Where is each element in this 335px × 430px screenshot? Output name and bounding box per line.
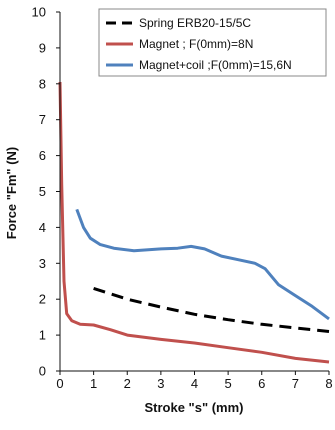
x-tick-label: 8 — [325, 376, 332, 391]
legend-label-1: Spring ERB20-15/5C — [139, 16, 251, 30]
series-layer — [58, 81, 330, 364]
x-tick-label: 7 — [292, 376, 299, 391]
x-tick-label: 5 — [225, 376, 232, 391]
y-tick-label: 1 — [39, 328, 46, 343]
y-tick-label: 10 — [32, 5, 46, 20]
y-tick-label: 2 — [39, 292, 46, 307]
y-tick-label: 0 — [39, 364, 46, 379]
series-line-2 — [58, 81, 330, 364]
series-line-1 — [93, 286, 330, 333]
y-tick-label: 4 — [39, 220, 46, 235]
legend: Spring ERB20-15/5C Magnet ; F(0mm)=8N Magn… — [98, 8, 327, 77]
x-tick-label: 1 — [90, 376, 97, 391]
legend-box — [98, 8, 327, 77]
y-tick-label: 5 — [39, 184, 46, 199]
x-tick-label: 3 — [157, 376, 164, 391]
y-tick-label: 7 — [39, 112, 46, 127]
y-tick-label: 8 — [39, 76, 46, 91]
series-line-3 — [75, 208, 330, 321]
y-tick-label: 3 — [39, 256, 46, 271]
y-axis-title: Force "Fm" (N) — [4, 147, 19, 240]
x-axis-title: Stroke "s" (mm) — [144, 400, 243, 415]
y-axis-ticks: 0 1 2 3 4 5 6 7 8 9 10 — [32, 5, 60, 379]
x-tick-label: 4 — [191, 376, 198, 391]
x-tick-label: 6 — [258, 376, 265, 391]
x-tick-label: 2 — [124, 376, 131, 391]
y-tick-label: 6 — [39, 148, 46, 163]
y-tick-label: 9 — [39, 40, 46, 55]
legend-label-2: Magnet ; F(0mm)=8N — [139, 37, 253, 51]
plot-area: 0 1 2 3 4 5 6 7 8 0 1 2 3 4 5 6 7 8 9 10 — [32, 5, 333, 392]
x-tick-label: 0 — [56, 376, 63, 391]
legend-label-3: Magnet+coil ;F(0mm)=15,6N — [139, 58, 292, 72]
x-axis-ticks: 0 1 2 3 4 5 6 7 8 — [56, 371, 333, 391]
